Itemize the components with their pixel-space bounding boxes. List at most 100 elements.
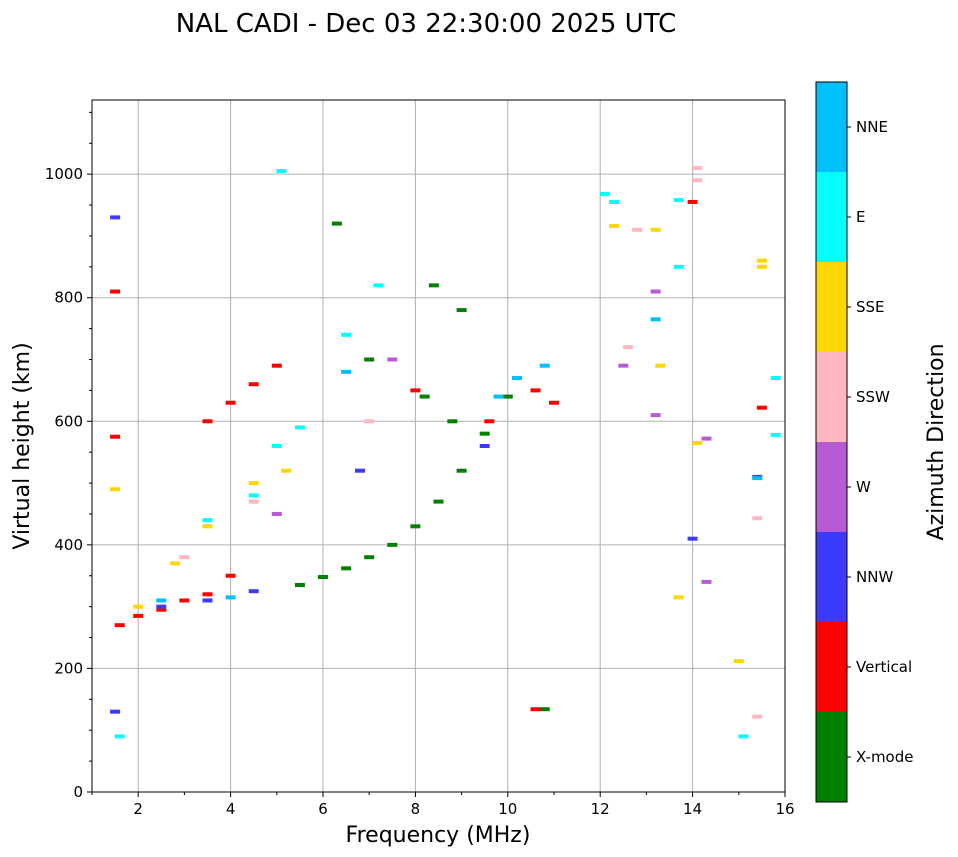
data-point — [733, 659, 744, 664]
colorbar-segment — [816, 532, 847, 622]
colorbar-tick-label: SSW — [856, 388, 890, 406]
x-tick-label: 4 — [226, 800, 236, 818]
colorbar-tick-label: SSE — [856, 298, 885, 316]
data-point — [770, 376, 781, 381]
data-point — [692, 178, 703, 183]
axis-ticks: 2 4 6 8 10 12 14 16 0 200 400 600 800 1000 — [45, 111, 795, 818]
data-point — [341, 369, 352, 374]
data-point — [738, 734, 749, 739]
data-point — [294, 425, 305, 430]
data-point — [341, 332, 352, 337]
data-point — [599, 191, 610, 196]
data-point — [512, 376, 523, 381]
series-e — [114, 169, 781, 739]
data-point — [650, 413, 661, 418]
data-point — [752, 516, 763, 521]
data-point — [632, 227, 643, 232]
data-point — [271, 511, 282, 516]
data-point — [202, 419, 213, 424]
data-point — [179, 555, 190, 560]
data-point — [170, 561, 181, 566]
data-point — [752, 476, 763, 481]
data-point — [271, 444, 282, 448]
data-point — [114, 623, 125, 628]
series-w — [271, 289, 712, 584]
data-point — [650, 227, 661, 232]
series-vertical — [110, 199, 767, 712]
data-point — [770, 432, 781, 437]
colorbar: X-mode Vertical NNW W SSW SSE E NNE — [815, 81, 913, 803]
data-point — [502, 394, 513, 399]
plot-area — [92, 100, 785, 792]
data-point — [133, 613, 144, 618]
data-point — [539, 707, 550, 712]
data-point — [225, 573, 236, 578]
x-tick-label: 8 — [411, 800, 421, 818]
colorbar-segment — [816, 262, 847, 352]
plot-frame — [91, 99, 786, 793]
series-x-mode — [294, 221, 550, 712]
x-axis-label: Frequency (MHz) — [346, 823, 531, 848]
data-point — [673, 595, 684, 600]
colorbar-segment — [816, 622, 847, 712]
data-point — [493, 394, 504, 399]
x-tick-label: 10 — [498, 800, 517, 818]
data-point — [447, 419, 458, 424]
data-point — [410, 388, 421, 393]
colorbar-frame — [815, 81, 848, 803]
data-point — [110, 289, 121, 294]
data-point — [692, 165, 703, 170]
data-point — [276, 169, 287, 174]
x-tick-label: 14 — [683, 800, 702, 818]
colorbar-segment — [816, 442, 847, 532]
colorbar-tick-label: W — [856, 478, 871, 496]
y-tick-label: 0 — [73, 783, 83, 801]
data-point — [756, 264, 767, 269]
data-point — [673, 264, 684, 269]
data-point — [410, 524, 421, 529]
x-tick-label: 16 — [775, 800, 794, 818]
y-tick-label: 1000 — [45, 165, 83, 183]
data-point — [428, 283, 439, 288]
data-point — [318, 574, 328, 579]
colorbar-tick-label: E — [856, 208, 865, 226]
data-point — [618, 363, 629, 368]
data-point — [248, 382, 259, 387]
data-point — [692, 440, 703, 445]
data-point — [110, 487, 121, 492]
data-point — [364, 555, 375, 560]
data-point — [110, 709, 121, 714]
data-point — [202, 598, 213, 603]
chart-title: NAL CADI - Dec 03 22:30:00 2025 UTC — [176, 9, 676, 39]
data-point — [248, 481, 259, 486]
data-point — [609, 199, 620, 204]
colorbar-tick-label: X-mode — [856, 748, 913, 766]
data-point — [433, 499, 444, 504]
data-point — [419, 394, 430, 399]
data-point — [479, 444, 490, 448]
series-sse — [110, 224, 767, 664]
data-point — [114, 734, 125, 739]
x-tick-label: 2 — [133, 800, 143, 818]
data-point — [530, 707, 541, 712]
data-point — [110, 434, 121, 439]
data-point — [539, 363, 550, 368]
data-point — [156, 604, 167, 609]
data-point — [650, 317, 661, 322]
data-point — [387, 542, 398, 547]
data-point — [456, 308, 467, 313]
series-nne — [156, 317, 763, 603]
data-point — [156, 607, 167, 612]
colorbar-segment — [816, 352, 847, 442]
x-tick-label: 6 — [318, 800, 328, 818]
data-point — [650, 289, 661, 294]
data-point — [133, 604, 144, 609]
data-point — [622, 345, 633, 350]
colorbar-label: Azimuth Direction — [924, 343, 949, 540]
y-tick-label: 200 — [54, 659, 83, 677]
colorbar-tick-label: NNW — [856, 568, 893, 586]
data-point — [530, 388, 541, 393]
data-point — [202, 524, 213, 529]
data-point — [248, 493, 259, 498]
